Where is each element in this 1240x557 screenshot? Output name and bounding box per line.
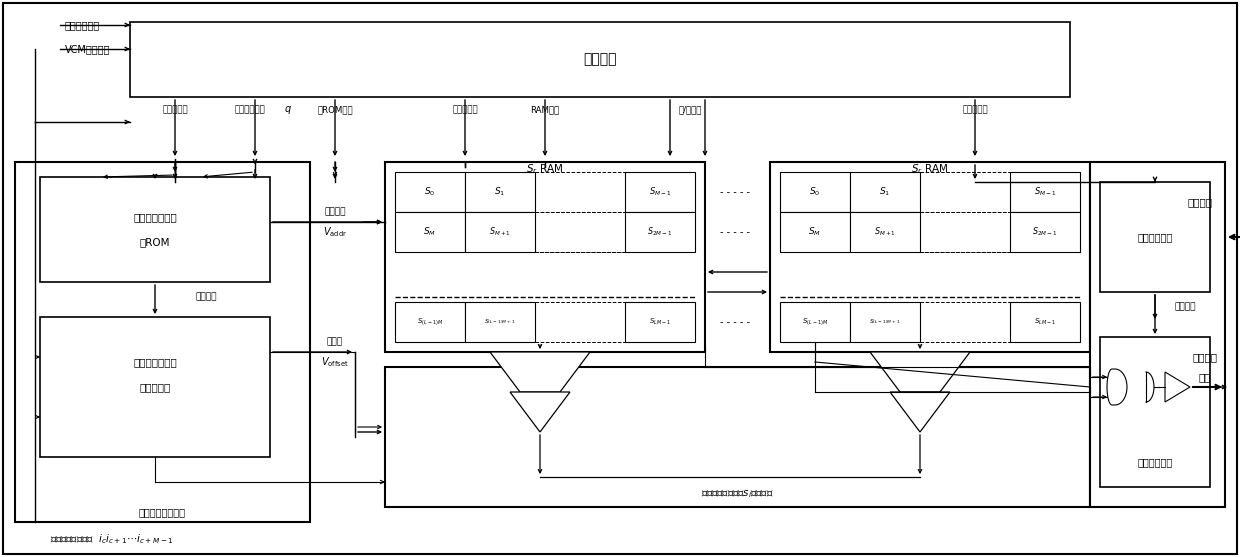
Text: $S_{(L-1)M+1}$: $S_{(L-1)M+1}$ (485, 318, 516, 326)
Text: $S_{2M-1}$: $S_{2M-1}$ (1032, 226, 1058, 238)
Polygon shape (1107, 369, 1127, 405)
Text: 初始校验地址存: 初始校验地址存 (133, 212, 177, 222)
Text: $S_{LM-1}$: $S_{LM-1}$ (649, 317, 671, 327)
Text: $q$: $q$ (284, 104, 291, 116)
Bar (1011, 212, 1080, 252)
Bar (396, 302, 465, 342)
Bar (849, 172, 920, 212)
Bar (384, 162, 706, 352)
Text: 编码器状态: 编码器状态 (162, 105, 187, 115)
Text: 偏移量: 偏移量 (327, 338, 343, 346)
Text: - - - - -: - - - - - (720, 227, 750, 237)
Bar (780, 212, 849, 252)
Bar (1011, 172, 1080, 212)
Text: 校验地址计算模块: 校验地址计算模块 (139, 507, 186, 517)
Text: 控制信号: 控制信号 (1174, 302, 1195, 311)
Text: $S_{(L-1)M+1}$: $S_{(L-1)M+1}$ (869, 318, 900, 326)
Text: - - - - -: - - - - - (720, 187, 750, 197)
Text: $S_0$: $S_0$ (810, 185, 821, 198)
Bar (384, 367, 1090, 507)
Bar (1011, 302, 1080, 342)
Text: 初始地址: 初始地址 (195, 292, 217, 301)
Text: 编码器状态: 编码器状态 (962, 105, 988, 115)
Bar (780, 302, 849, 342)
Text: $S_M$: $S_M$ (808, 226, 822, 238)
Text: 校验比特中间变量$s_i$计算模块: 校验比特中间变量$s_i$计算模块 (702, 488, 774, 500)
Bar (1090, 162, 1225, 507)
Bar (40, 177, 270, 282)
Text: 输出处理模块: 输出处理模块 (1137, 457, 1173, 467)
Text: 校验地址及偏移: 校验地址及偏移 (133, 357, 177, 367)
Bar (40, 317, 270, 457)
Bar (780, 172, 849, 212)
Polygon shape (870, 352, 970, 392)
Text: $S_{M+1}$: $S_{M+1}$ (489, 226, 511, 238)
Bar (15, 162, 310, 522)
Text: 读/写使能: 读/写使能 (678, 105, 702, 115)
Bar (396, 212, 465, 252)
Text: 读ROM使能: 读ROM使能 (317, 105, 353, 115)
Text: $V_{\rm addr}$: $V_{\rm addr}$ (322, 225, 347, 239)
Bar (849, 302, 920, 342)
Bar (625, 172, 694, 212)
Polygon shape (510, 392, 570, 432)
Polygon shape (1166, 372, 1190, 402)
Text: $S_1$: $S_1$ (879, 185, 890, 198)
Text: $S_0$: $S_0$ (424, 185, 435, 198)
Text: 数据有效: 数据有效 (1188, 197, 1213, 207)
Text: 编码器状态: 编码器状态 (453, 105, 477, 115)
Text: $S_r$ RAM: $S_r$ RAM (526, 162, 564, 176)
Polygon shape (490, 352, 590, 392)
Text: RAM使能: RAM使能 (531, 105, 559, 115)
Text: 控制模块: 控制模块 (583, 52, 616, 66)
Bar (1100, 337, 1210, 487)
Text: 状态控制模块: 状态控制模块 (1137, 232, 1173, 242)
Bar (770, 162, 1090, 352)
Bar (625, 212, 694, 252)
Text: $S_{M-1}$: $S_{M-1}$ (649, 185, 671, 198)
Text: - - - - -: - - - - - (720, 317, 750, 327)
Text: $S_{M+1}$: $S_{M+1}$ (874, 226, 897, 238)
Bar (465, 172, 534, 212)
Bar (465, 302, 534, 342)
Bar (465, 212, 534, 252)
Text: 量计算模块: 量计算模块 (139, 382, 171, 392)
Text: 码字: 码字 (1199, 372, 1211, 382)
Bar (625, 302, 694, 342)
Text: 并行输入信息比特  $i_c i_{c+1} \cdots i_{c+M-1}$: 并行输入信息比特 $i_c i_{c+1} \cdots i_{c+M-1}$ (50, 532, 174, 546)
Polygon shape (890, 392, 950, 432)
Text: $S_{2M-1}$: $S_{2M-1}$ (647, 226, 673, 238)
Bar (1100, 182, 1210, 292)
Text: 储ROM: 储ROM (140, 237, 170, 247)
Bar (396, 172, 465, 212)
Text: VCM模式参数: VCM模式参数 (64, 44, 110, 54)
Text: 分级存储指针: 分级存储指针 (234, 105, 265, 115)
Bar (849, 212, 920, 252)
Text: $S_{(L-1)M}$: $S_{(L-1)M}$ (802, 316, 828, 328)
Text: $S_1$: $S_1$ (495, 185, 506, 198)
Text: $S_r$ RAM: $S_r$ RAM (911, 162, 949, 176)
Text: $S_{M-1}$: $S_{M-1}$ (1034, 185, 1056, 198)
Text: $S_{LM-1}$: $S_{LM-1}$ (1034, 317, 1056, 327)
Text: 并行输出: 并行输出 (1193, 352, 1218, 362)
Bar (130, 22, 1070, 97)
Text: $S_{(L-1)M}$: $S_{(L-1)M}$ (417, 316, 443, 328)
Text: 校验地址: 校验地址 (324, 208, 346, 217)
Text: $S_M$: $S_M$ (424, 226, 436, 238)
Text: $V_{\rm offset}$: $V_{\rm offset}$ (321, 355, 348, 369)
Text: 开始编码信号: 开始编码信号 (64, 20, 100, 30)
